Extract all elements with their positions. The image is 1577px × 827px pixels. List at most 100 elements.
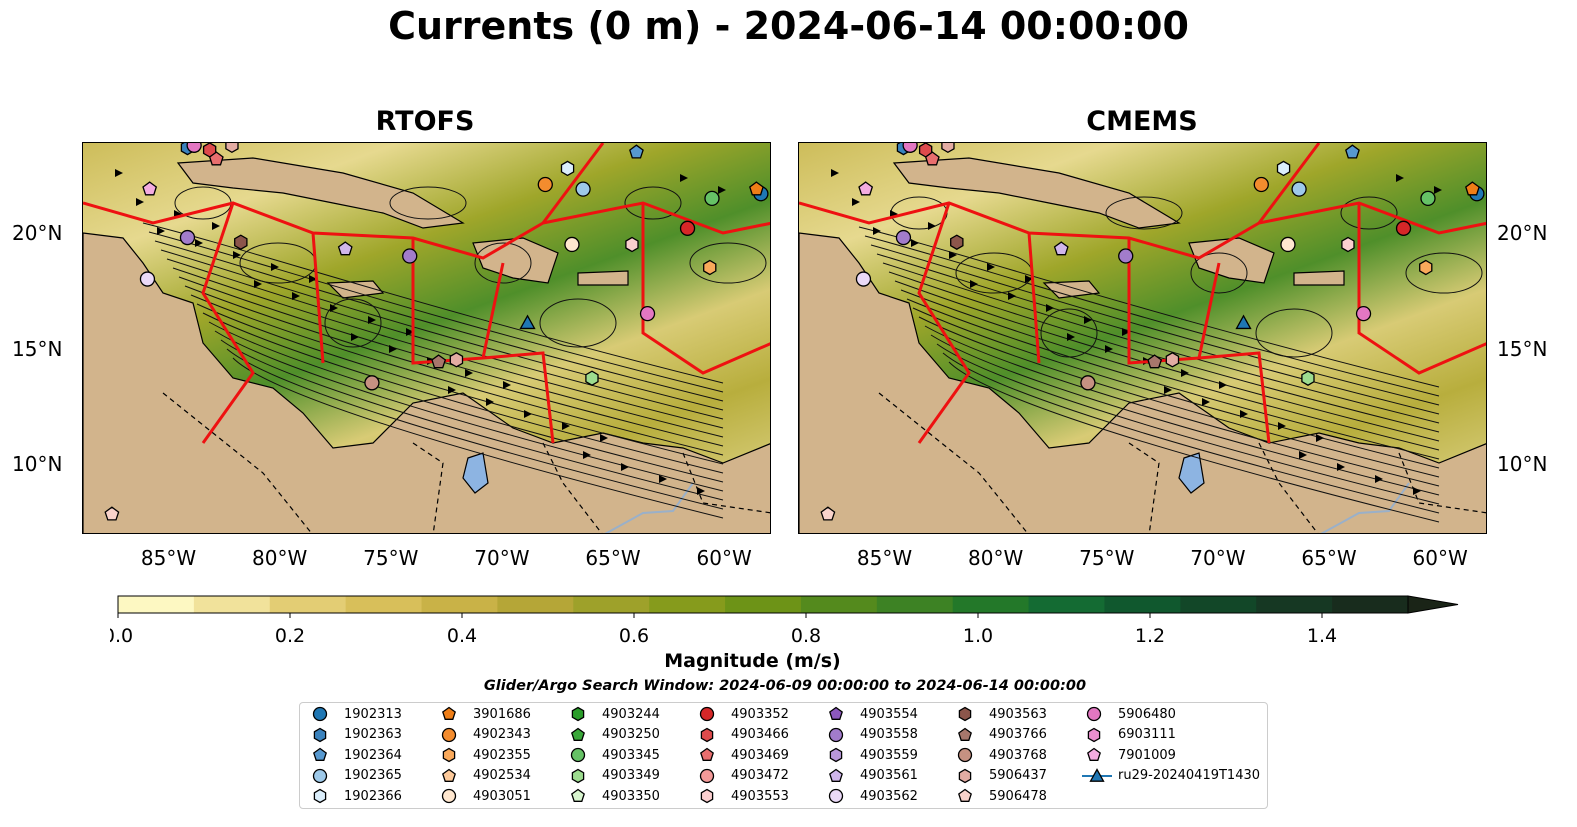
colorbar-bin: [193, 596, 271, 613]
lat-tick-label: 10°N: [12, 451, 63, 476]
platform-4903558: [402, 248, 418, 264]
platform-4903349: [1301, 370, 1315, 386]
lon-tick-label: 80°W: [968, 546, 1024, 570]
platform-4903766: [1147, 354, 1163, 369]
hispaniola: [1188, 237, 1275, 284]
platform-1902364: [629, 144, 644, 159]
colorbar-bin: [421, 596, 498, 613]
legend-marker-circle: [312, 768, 328, 783]
legend-label: 4903766: [989, 727, 1047, 742]
colorbar-tick-label: 0.6: [619, 625, 649, 647]
legend-marker: [1082, 767, 1112, 782]
search-window-text: Glider/Argo Search Window: 2024-06-09 00…: [483, 678, 1087, 694]
cuba: [892, 157, 1181, 229]
legend-item-4903561: 4903561: [824, 766, 918, 786]
cmems-current-map[interactable]: [798, 142, 1487, 534]
platform-4903553: [625, 236, 639, 253]
lon-tick-label: 80°W: [252, 546, 308, 570]
legend-item-4903559: 4903559: [824, 745, 918, 765]
platform-5906437: [1165, 352, 1180, 368]
legend-item-1902365: 1902365: [308, 766, 402, 786]
legend-label: 4903553: [731, 788, 789, 804]
legend-marker-circle: [828, 788, 844, 804]
colorbar-bin: [118, 596, 195, 613]
legend-item-4903563: 4903563: [953, 704, 1047, 724]
legend-marker-pentagon: [442, 768, 456, 782]
legend-item-7901009: 7901009: [1082, 745, 1176, 765]
rtofs-current-map[interactable]: [82, 142, 771, 534]
legend-label: 4903563: [989, 706, 1047, 722]
platform-4903352: [679, 220, 696, 236]
lon-tick-label: 70°W: [474, 546, 530, 570]
legend-item-4903553: 4903553: [695, 786, 789, 806]
legend-marker-hexagon: [1087, 727, 1101, 742]
legend-item-4903558: 4903558: [824, 725, 918, 745]
legend-marker-triangle: [1089, 767, 1105, 782]
rtofs-map-canvas: [83, 143, 770, 533]
platform-legend: 1902313 1902363 1902364 1902365 1902366 39016…: [299, 702, 1268, 809]
legend-label: 4903051: [473, 788, 531, 804]
legend-marker-hexagon: [313, 727, 327, 742]
legend-marker: [700, 788, 714, 804]
legend-marker-circle: [828, 727, 844, 742]
platform-4903558: [895, 229, 912, 246]
platform-4903563: [234, 234, 248, 250]
platform-4903051: [564, 236, 580, 253]
legend-label: 4903350: [602, 788, 660, 804]
legend-marker-circle: [699, 768, 715, 783]
lake-maracaibo: [1178, 452, 1205, 494]
river: [1320, 482, 1410, 533]
legend-marker: [313, 747, 327, 761]
lat-tick-label: 20°N: [12, 221, 63, 246]
platform-5906480: [639, 305, 656, 322]
platform-ru29-20240419T1430: [1235, 314, 1252, 330]
country-borders: [878, 392, 1486, 533]
legend-marker-pentagon: [829, 768, 843, 782]
legend-marker: [829, 747, 843, 763]
legend-marker: [958, 788, 972, 802]
platform-1902366: [560, 160, 575, 177]
legend-marker-circle: [441, 788, 457, 804]
colorbar-tick-label: 1.0: [963, 625, 993, 647]
legend-item-4902343: 4902343: [437, 725, 531, 745]
platform-4903345: [704, 190, 720, 206]
platform-5906480: [1355, 305, 1372, 322]
colorbar: 0.0 0.2 0.4 0.6 0.8 1.0 1.2 1.4: [110, 595, 1459, 647]
legend-marker: [570, 747, 586, 763]
legend-marker: [312, 706, 328, 722]
mainland-central-south-america: [83, 232, 770, 533]
legend-marker-pentagon: [571, 788, 585, 802]
legend-marker-circle: [1086, 706, 1102, 722]
colorbar-bin: [952, 596, 1030, 613]
legend-marker-pentagon: [313, 747, 327, 761]
platform-5906437: [225, 143, 239, 154]
colorbar-tick-label: 1.2: [1135, 625, 1165, 647]
platform-4903558: [179, 229, 196, 246]
legend-marker-circle: [957, 747, 973, 763]
cmems-map-canvas: [799, 143, 1486, 533]
legend-item-4903466: 4903466: [695, 725, 789, 745]
platform-3901686: [1465, 181, 1480, 196]
legend-label: 4903345: [602, 747, 660, 763]
legend-marker-pentagon: [700, 747, 714, 761]
colorbar-bin: [573, 596, 650, 613]
legend-marker-hexagon: [571, 706, 585, 722]
legend-item-4903554: 4903554: [824, 704, 918, 724]
legend-marker: [571, 788, 585, 802]
legend-marker: [442, 747, 456, 763]
platform-4903561: [337, 241, 353, 256]
colorbar-extend-arrow: [1407, 595, 1459, 614]
legend-marker-hexagon: [958, 706, 972, 722]
platform-4902343: [1253, 176, 1269, 193]
legend-label: 4903466: [731, 727, 789, 742]
legend-marker-pentagon: [958, 788, 972, 802]
jamaica: [1042, 280, 1101, 299]
legend-marker-pentagon: [571, 727, 585, 741]
legend-item-4903051: 4903051: [437, 786, 531, 806]
country-borders: [162, 392, 770, 533]
colorbar-bin: [269, 596, 347, 613]
lat-tick-label: 15°N: [1497, 336, 1548, 361]
platform-4903349: [585, 370, 599, 386]
legend-item-4903244: 4903244: [566, 704, 660, 724]
platform-4902355: [1419, 259, 1433, 276]
